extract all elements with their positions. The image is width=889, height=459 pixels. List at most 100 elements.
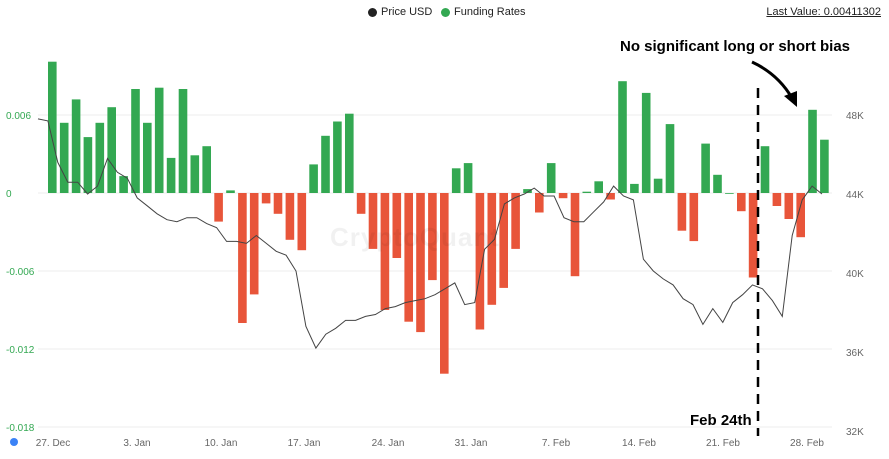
funding-bar <box>570 193 580 277</box>
funding-bar <box>820 139 829 193</box>
funding-bar <box>594 181 603 193</box>
funding-bar <box>523 189 532 193</box>
funding-bar <box>83 137 93 193</box>
funding-bar <box>737 193 746 212</box>
funding-bar <box>511 193 520 249</box>
left-tick-label: -0.012 <box>6 345 35 356</box>
funding-bar <box>475 193 485 330</box>
x-axis-ticks: 27. Dec 3. Jan 10. Jan 17. Jan 24. Jan 31. Ja… <box>36 438 825 449</box>
funding-bar <box>653 178 663 193</box>
funding-bar <box>451 168 461 193</box>
funding-bar <box>618 81 627 193</box>
funding-bar <box>59 122 69 193</box>
funding-bar <box>392 193 402 258</box>
funding-bar <box>725 193 734 194</box>
funding-bar <box>428 193 437 281</box>
funding-bar <box>71 99 81 193</box>
legend-price-label: Price USD <box>381 6 433 18</box>
funding-bar <box>463 163 473 193</box>
funding-bar <box>226 190 235 193</box>
funding-bar <box>273 193 283 214</box>
funding-bar <box>487 193 497 305</box>
x-tick-label: 27. Dec <box>36 438 70 449</box>
funding-bar <box>356 193 366 214</box>
x-tick-label: 28. Feb <box>790 438 824 449</box>
funding-bar <box>760 146 770 193</box>
funding-bar <box>249 193 259 295</box>
x-tick-label: 7. Feb <box>542 438 571 449</box>
funding-bar <box>95 122 105 193</box>
funding-bar <box>665 124 675 193</box>
funding-bar <box>546 163 556 193</box>
date-annotation: Feb 24th <box>690 412 752 429</box>
funding-bar <box>416 193 425 333</box>
funding-bar <box>808 109 817 193</box>
bias-annotation: No significant long or short bias <box>620 38 851 55</box>
funding-bar <box>309 164 318 193</box>
left-axis-ticks: 0.006 0 -0.006 -0.012 -0.018 <box>6 111 35 434</box>
funding-bar <box>190 155 200 193</box>
funding-bar <box>143 122 152 193</box>
funding-bar <box>701 143 710 193</box>
funding-bar <box>238 193 247 323</box>
legend-funding-label: Funding Rates <box>454 6 526 18</box>
funding-bar <box>796 193 805 238</box>
price-legend-marker <box>368 7 377 17</box>
right-tick-label: 32K <box>846 427 864 438</box>
funding-bar <box>772 193 782 206</box>
last-value-link[interactable]: Last Value: 0.00411302 <box>766 6 881 18</box>
funding-bar <box>368 193 378 249</box>
funding-bar <box>166 157 176 193</box>
funding-bar <box>297 193 307 251</box>
funding-bar <box>107 107 116 193</box>
funding-legend-marker <box>441 7 450 17</box>
right-tick-label: 36K <box>846 348 864 359</box>
price-line <box>37 118 823 350</box>
funding-bar <box>380 193 390 310</box>
x-tick-label: 10. Jan <box>205 438 238 449</box>
x-tick-label: 24. Jan <box>372 438 405 449</box>
funding-bar <box>499 193 508 288</box>
funding-bar <box>558 193 568 199</box>
scroll-indicator-dot[interactable] <box>10 438 18 446</box>
funding-bar <box>535 193 544 213</box>
funding-bar <box>202 146 211 193</box>
funding-bar <box>321 135 330 193</box>
funding-bar <box>214 193 223 222</box>
legend-item-price[interactable]: Price USD <box>368 6 432 18</box>
watermark-text: CryptoQuant <box>330 222 500 252</box>
funding-bar <box>440 193 449 374</box>
funding-bar <box>333 121 342 193</box>
left-tick-label: -0.006 <box>6 267 35 278</box>
funding-bar <box>582 191 592 193</box>
funding-bar <box>345 113 354 193</box>
funding-bar <box>748 193 758 278</box>
funding-bar <box>784 193 794 219</box>
funding-bar <box>178 89 188 193</box>
left-tick-label: 0 <box>6 189 12 200</box>
funding-bar <box>154 87 164 193</box>
x-tick-label: 21. Feb <box>706 438 740 449</box>
x-tick-label: 31. Jan <box>455 438 488 449</box>
arrow-icon <box>751 60 797 107</box>
x-tick-label: 17. Jan <box>288 438 321 449</box>
right-tick-label: 40K <box>846 269 864 280</box>
funding-bar <box>689 193 699 242</box>
x-tick-label: 14. Feb <box>622 438 656 449</box>
left-tick-label: -0.018 <box>6 423 35 434</box>
legend-item-funding[interactable]: Funding Rates <box>441 6 526 18</box>
funding-bar <box>606 193 615 200</box>
funding-bar <box>641 92 651 193</box>
funding-bar <box>285 193 295 240</box>
left-tick-label: 0.006 <box>6 111 31 122</box>
funding-bar <box>131 89 140 193</box>
funding-bar <box>261 193 271 204</box>
funding-bar <box>630 183 639 193</box>
funding-bar <box>677 193 687 231</box>
funding-bar <box>48 61 57 194</box>
funding-bar <box>119 176 128 193</box>
funding-bar <box>404 193 413 322</box>
right-axis-ticks: 48K 44K 40K 36K 32K <box>846 111 864 438</box>
funding-bar <box>713 174 722 193</box>
